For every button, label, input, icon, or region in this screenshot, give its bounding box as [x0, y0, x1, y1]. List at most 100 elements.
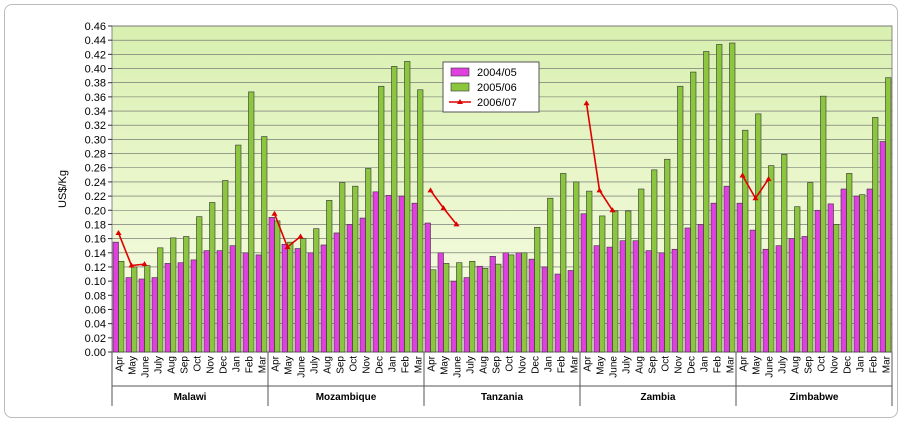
bar: [755, 113, 762, 353]
bar: [508, 254, 515, 353]
y-tick-label: 0.34: [85, 106, 106, 118]
bar: [365, 168, 372, 353]
bar: [580, 213, 587, 353]
y-tick-label: 0.10: [85, 276, 106, 288]
bar: [515, 252, 522, 353]
bar: [248, 91, 255, 353]
x-tick-label: Oct: [349, 356, 360, 372]
x-tick-label: Nov: [518, 356, 529, 374]
x-tick-label: Aug: [791, 356, 802, 374]
x-tick-label: Sep: [180, 356, 191, 374]
bar: [196, 216, 203, 353]
bar: [164, 263, 171, 353]
x-tick-label: Dec: [843, 356, 854, 374]
x-tick-label: June: [141, 356, 152, 378]
y-tick-label: 0.02: [85, 333, 106, 345]
x-tick-label: Nov: [830, 356, 841, 374]
bar: [801, 236, 808, 353]
x-tick-label: May: [128, 356, 139, 375]
bar: [170, 237, 177, 353]
bar: [606, 246, 613, 353]
group-label: Malawi: [174, 392, 207, 403]
y-tick-label: 0.24: [85, 177, 106, 189]
bar: [268, 217, 275, 353]
bar: [807, 182, 814, 353]
bar: [255, 254, 262, 353]
bar: [846, 173, 853, 353]
bar: [612, 210, 619, 353]
bar: [781, 153, 788, 353]
bar: [723, 185, 730, 353]
x-tick-label: Mar: [570, 355, 581, 373]
y-tick-label: 0.18: [85, 219, 106, 231]
bar: [235, 144, 242, 353]
bar: [294, 248, 301, 353]
bar: [320, 244, 327, 353]
bar: [560, 173, 567, 353]
bar: [404, 61, 411, 353]
x-tick-label: Nov: [362, 356, 373, 374]
bar: [450, 280, 457, 353]
bar: [775, 245, 782, 353]
bar: [586, 190, 593, 353]
x-tick-label: Oct: [505, 356, 516, 372]
bar: [313, 228, 320, 353]
legend-swatch: [450, 67, 470, 77]
x-tick-label: Apr: [739, 355, 750, 371]
bar: [625, 210, 632, 353]
x-tick-label: June: [297, 356, 308, 378]
bar: [242, 252, 249, 353]
bar: [112, 241, 119, 353]
x-tick-label: Oct: [817, 356, 828, 372]
x-tick-label: Feb: [245, 356, 256, 374]
bar: [359, 217, 366, 353]
y-tick-label: 0.00: [85, 347, 106, 359]
bar: [177, 262, 184, 353]
line-marker: [284, 244, 291, 250]
x-tick-label: Sep: [492, 356, 503, 374]
bar: [495, 263, 502, 353]
bar: [281, 243, 288, 353]
line-marker: [596, 187, 603, 193]
bar: [703, 51, 710, 353]
bar: [352, 185, 359, 353]
bar: [853, 195, 860, 353]
group-label: Zimbabwe: [790, 392, 839, 403]
x-tick-label: June: [609, 356, 620, 378]
bar: [443, 263, 450, 353]
y-tick-label: 0.26: [85, 163, 106, 175]
bar: [138, 278, 145, 353]
line-marker: [765, 176, 772, 182]
legend-label: 2006/07: [477, 97, 517, 109]
y-axis-label: US$/Kg: [57, 170, 69, 208]
bar: [840, 188, 847, 353]
bar: [885, 77, 892, 353]
bar: [827, 203, 834, 353]
bar: [287, 241, 294, 353]
x-tick-label: Jan: [700, 356, 711, 372]
x-tick-label: Dec: [375, 356, 386, 374]
bar: [658, 252, 665, 353]
bar: [768, 165, 775, 353]
bar: [456, 262, 463, 353]
y-tick-label: 0.38: [85, 78, 106, 90]
group-label: Mozambique: [316, 392, 377, 403]
bar: [346, 224, 353, 353]
line-marker: [115, 229, 122, 235]
bar: [872, 117, 879, 353]
bar: [274, 220, 281, 353]
line-marker: [271, 210, 278, 216]
bar: [476, 265, 483, 353]
x-tick-label: Apr: [427, 355, 438, 371]
x-tick-label: Mar: [414, 355, 425, 373]
bar: [567, 270, 574, 353]
y-tick-label: 0.12: [85, 262, 106, 274]
bar: [326, 200, 333, 353]
bar: [157, 247, 164, 353]
y-tick-label: 0.46: [85, 21, 106, 33]
legend-swatch: [457, 99, 463, 104]
bar: [749, 229, 756, 353]
bar: [391, 66, 398, 353]
x-tick-label: Apr: [115, 355, 126, 371]
